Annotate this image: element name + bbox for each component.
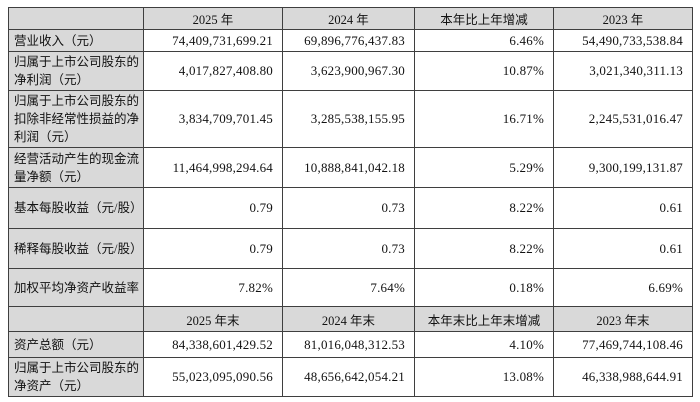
row-label: 经营活动产生的现金流量净额（元）: [8, 147, 144, 188]
value-2023: 77,469,744,108.46: [553, 331, 693, 358]
value-2024: 48,656,642,054.21: [282, 357, 415, 397]
value-2025: 11,464,998,294.64: [143, 147, 283, 188]
value-2024: 0.73: [282, 228, 415, 269]
table-row-net-assets: 归属于上市公司股东的净资产（元） 55,023,095,090.56 48,65…: [8, 357, 693, 397]
value-change: 16.71%: [414, 90, 554, 148]
value-2023: 54,490,733,538.84: [553, 29, 693, 52]
header-2025: 2025 年: [143, 7, 283, 30]
header-yoy-end-change: 本年末比上年末增减: [414, 306, 554, 332]
header-2023-end: 2023 年末: [553, 306, 693, 332]
value-2023: 6.69%: [553, 268, 693, 307]
value-2023: 46,338,988,644.91: [553, 357, 693, 397]
table-header-period-end: 2025 年末 2024 年末 本年末比上年末增减 2023 年末: [8, 306, 693, 332]
header-2024-end: 2024 年末: [282, 306, 415, 332]
financial-summary-table: 2025 年 2024 年 本年比上年增减 2023 年 营业收入（元） 74,…: [8, 7, 693, 397]
value-change: 6.46%: [414, 29, 554, 52]
value-2023: 2,245,531,016.47: [553, 90, 693, 148]
value-2024: 0.73: [282, 187, 415, 229]
header-2024: 2024 年: [282, 7, 415, 30]
value-2023: 3,021,340,311.13: [553, 51, 693, 91]
value-change: 13.08%: [414, 357, 554, 397]
header-2023: 2023 年: [553, 7, 693, 30]
value-change: 8.22%: [414, 187, 554, 229]
row-label: 加权平均净资产收益率: [8, 268, 144, 307]
value-2025: 4,017,827,408.80: [143, 51, 283, 91]
value-2023: 9,300,199,131.87: [553, 147, 693, 188]
row-label: 基本每股收益（元/股）: [8, 187, 144, 229]
value-2025: 84,338,601,429.52: [143, 331, 283, 358]
table-row-operating-cash-flow: 经营活动产生的现金流量净额（元） 11,464,998,294.64 10,88…: [8, 147, 693, 188]
value-2024: 7.64%: [282, 268, 415, 307]
value-2023: 0.61: [553, 187, 693, 229]
row-label: 稀释每股收益（元/股）: [8, 228, 144, 269]
header-blank-cell: [8, 306, 144, 332]
value-change: 10.87%: [414, 51, 554, 91]
table-row-diluted-eps: 稀释每股收益（元/股） 0.79 0.73 8.22% 0.61: [8, 228, 693, 269]
header-yoy-change: 本年比上年增减: [414, 7, 554, 30]
table-row-basic-eps: 基本每股收益（元/股） 0.79 0.73 8.22% 0.61: [8, 187, 693, 229]
row-label: 资产总额（元）: [8, 331, 144, 358]
row-label: 归属于上市公司股东的净利润（元）: [8, 51, 144, 91]
value-change: 4.10%: [414, 331, 554, 358]
table-row-deducted-net-profit: 归属于上市公司股东的扣除非经常性损益的净利润（元） 3,834,709,701.…: [8, 90, 693, 148]
value-2024: 69,896,776,437.83: [282, 29, 415, 52]
value-change: 0.18%: [414, 268, 554, 307]
value-change: 5.29%: [414, 147, 554, 188]
value-2025: 74,409,731,699.21: [143, 29, 283, 52]
value-2025: 0.79: [143, 228, 283, 269]
table-row-weighted-avg-roe: 加权平均净资产收益率 7.82% 7.64% 0.18% 6.69%: [8, 268, 693, 307]
header-2025-end: 2025 年末: [143, 306, 283, 332]
value-2025: 7.82%: [143, 268, 283, 307]
value-2025: 0.79: [143, 187, 283, 229]
value-2025: 55,023,095,090.56: [143, 357, 283, 397]
header-blank-cell: [8, 7, 144, 30]
value-2024: 10,888,841,042.18: [282, 147, 415, 188]
table-row-net-profit: 归属于上市公司股东的净利润（元） 4,017,827,408.80 3,623,…: [8, 51, 693, 91]
value-2024: 81,016,048,312.53: [282, 331, 415, 358]
table-row-total-assets: 资产总额（元） 84,338,601,429.52 81,016,048,312…: [8, 331, 693, 358]
row-label: 归属于上市公司股东的净资产（元）: [8, 357, 144, 397]
value-change: 8.22%: [414, 228, 554, 269]
table-header-annual: 2025 年 2024 年 本年比上年增减 2023 年: [8, 7, 693, 30]
value-2024: 3,285,538,155.95: [282, 90, 415, 148]
row-label: 归属于上市公司股东的扣除非经常性损益的净利润（元）: [8, 90, 144, 148]
value-2024: 3,623,900,967.30: [282, 51, 415, 91]
table-row-revenue: 营业收入（元） 74,409,731,699.21 69,896,776,437…: [8, 29, 693, 52]
value-2025: 3,834,709,701.45: [143, 90, 283, 148]
row-label: 营业收入（元）: [8, 29, 144, 52]
value-2023: 0.61: [553, 228, 693, 269]
